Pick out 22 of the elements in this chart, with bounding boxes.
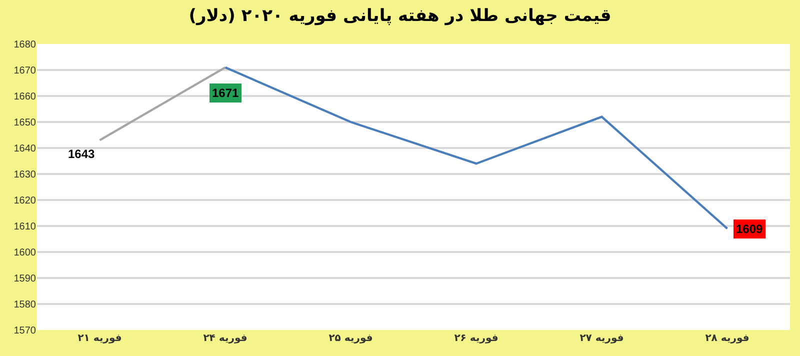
x-tick-label: ۲۱ فوریه <box>78 333 122 344</box>
data-label: 1609 <box>736 222 764 236</box>
data-label: 1643 <box>68 147 96 161</box>
y-tick-label: 1660 <box>14 92 36 102</box>
y-tick-label: 1640 <box>14 144 36 154</box>
y-tick-label: 1570 <box>14 326 36 336</box>
y-tick-label: 1620 <box>14 196 36 206</box>
x-tick-label: ۲۶ فوریه <box>454 333 498 344</box>
x-tick-label: ۲۴ فوریه <box>203 333 248 344</box>
x-tick-label: ۲۸ فوریه <box>705 333 750 344</box>
data-label: 1671 <box>212 86 240 100</box>
y-tick-label: 1630 <box>14 170 36 180</box>
chart-title: قیمت جهانی طلا در هفته پایانی فوریه ۲۰۲۰ (دلار) <box>188 6 612 26</box>
x-tick-label: ۲۵ فوریه <box>328 333 373 344</box>
y-tick-label: 1610 <box>14 222 36 232</box>
y-tick-label: 1590 <box>14 274 36 284</box>
y-tick-label: 1650 <box>14 118 36 128</box>
y-tick-label: 1680 <box>14 40 36 50</box>
y-tick-label: 1580 <box>14 300 36 310</box>
y-tick-label: 1600 <box>14 248 36 258</box>
y-tick-label: 1670 <box>14 66 36 76</box>
x-tick-label: ۲۷ فوریه <box>580 333 624 344</box>
